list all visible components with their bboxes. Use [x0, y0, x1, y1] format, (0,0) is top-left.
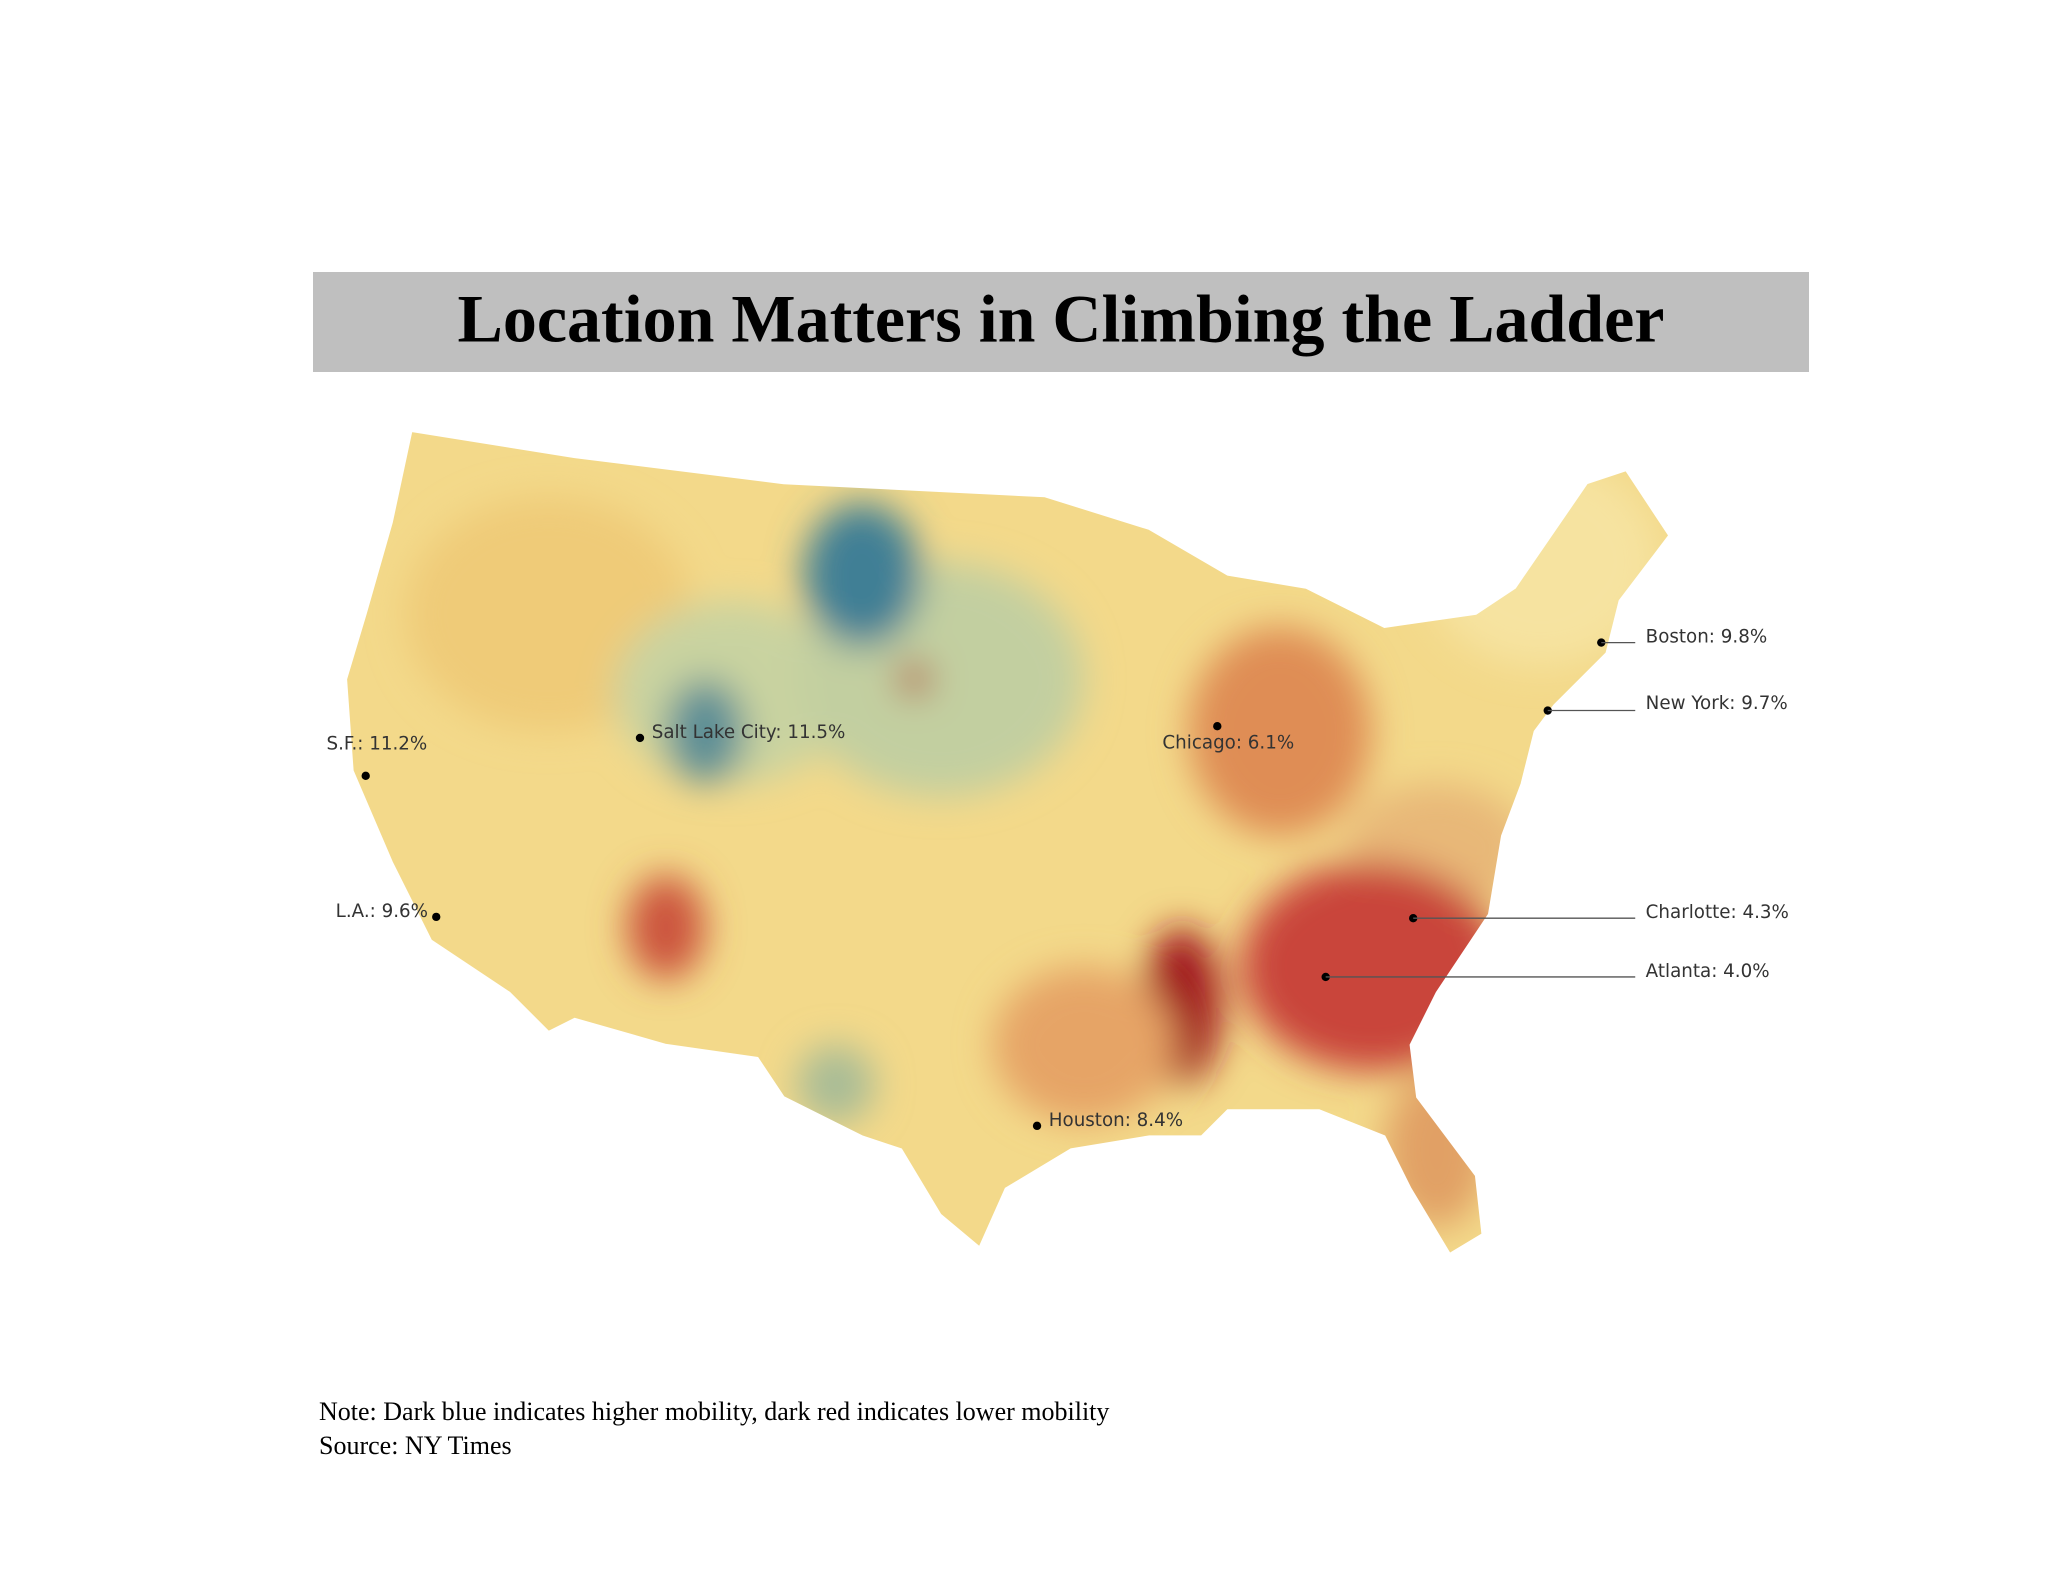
note: Note: Dark blue indicates higher mobilit… [319, 1397, 1109, 1426]
map: S.F.: 11.2% Salt Lake City: 11.5% L.A.: … [327, 430, 1789, 1255]
city-label: Houston: 8.4% [1049, 1110, 1183, 1131]
title-bar [313, 272, 1809, 372]
source: Source: NY Times [319, 1431, 512, 1460]
city-label: L.A.: 9.6% [336, 901, 428, 922]
city-markers [361, 638, 1606, 1131]
title: Location Matters in Climbing the Ladder [458, 281, 1665, 357]
city-label: Atlanta: 4.0% [1646, 961, 1770, 982]
city-label: Charlotte: 4.3% [1646, 902, 1789, 923]
leader-lines [1325, 641, 1636, 978]
city-label: New York: 9.7% [1646, 693, 1788, 714]
city-label: Boston: 9.8% [1646, 627, 1768, 648]
city-label: S.F.: 11.2% [327, 734, 428, 755]
city-label: Salt Lake City: 11.5% [652, 722, 846, 743]
city-label: Chicago: 6.1% [1162, 732, 1294, 753]
